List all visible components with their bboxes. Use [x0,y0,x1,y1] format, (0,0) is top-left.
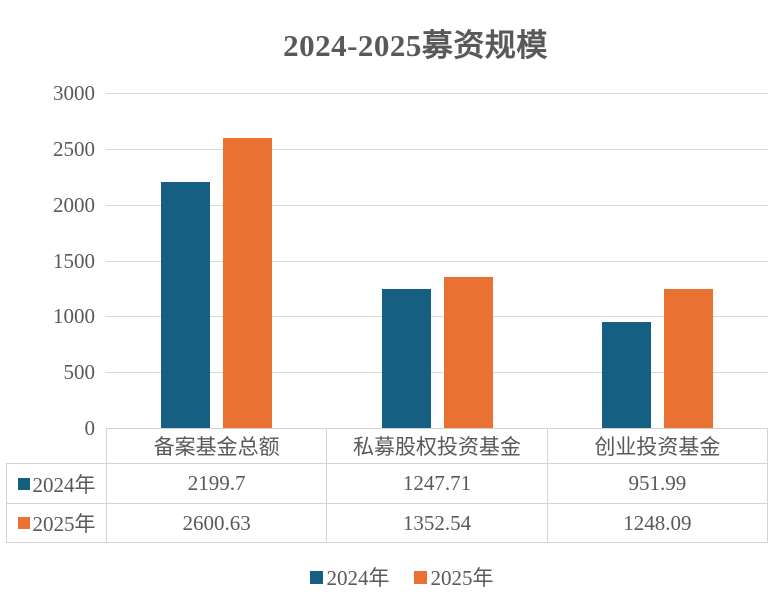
y-axis-tick-label: 2500 [53,137,95,161]
bar-2025年-备案基金总额[interactable] [223,138,272,428]
series-key-icon [17,517,30,529]
series-name: 2025年 [32,512,96,536]
legend-item[interactable]: 2024年 [309,562,390,592]
category-header: 备案基金总额 [105,428,328,464]
y-axis-tick-label: 1500 [53,249,95,273]
data-table: 备案基金总额 私募股权投资基金 创业投资基金 2024年 2199.7 1247… [6,428,769,543]
plot-area[interactable] [106,93,768,429]
gridline [106,372,768,373]
y-axis-tick-label: 0 [84,416,96,440]
legend-item[interactable]: 2025年 [413,562,494,592]
table-value: 951.99 [546,463,769,504]
chart-title[interactable]: 2024-2025募资规模 [283,28,548,63]
y-axis-tick-label: 3000 [53,81,95,105]
table-value: 1248.09 [546,503,769,543]
gridline [106,149,768,150]
gridline [106,261,768,262]
gridline [106,205,768,206]
legend-label: 2024年 [326,566,390,590]
bar-2024年-私募股权投资基金[interactable] [382,289,431,428]
bar-2024年-创业投资基金[interactable] [602,322,651,428]
category-header: 创业投资基金 [546,428,769,464]
table-corner-spacer [7,429,107,464]
table-value: 1352.54 [326,503,548,543]
legend-swatch-icon [309,570,323,584]
bar-2025年-私募股权投资基金[interactable] [444,277,493,428]
gridline [106,93,768,94]
series-name: 2024年 [32,472,96,497]
legend-label: 2025年 [430,566,494,590]
legend: 2024年 2025年 [34,562,769,592]
legend-swatch-icon [413,570,427,584]
category-header: 私募股权投资基金 [326,428,548,464]
series-row-header: 2025年 [6,503,107,543]
y-axis-tick-label: 2000 [53,193,95,217]
y-axis-tick-label: 500 [63,360,96,384]
series-row-header: 2024年 [6,463,107,504]
bar-2025年-创业投资基金[interactable] [664,289,713,428]
table-value: 2199.7 [105,463,328,504]
gridline [106,316,768,317]
bar-2024年-备案基金总额[interactable] [161,182,210,428]
table-value: 1247.71 [326,463,548,504]
table-value: 2600.63 [105,503,328,543]
series-key-icon [17,477,30,490]
y-axis-tick-label: 1000 [53,304,95,328]
